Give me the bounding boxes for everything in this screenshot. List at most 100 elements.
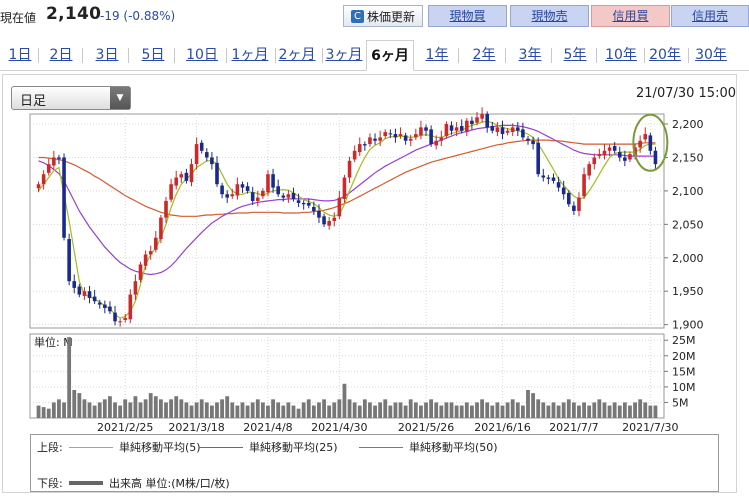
legend-ma25: 単純移動平均(25) [199, 439, 338, 455]
cash-sell-button[interactable]: 現物売 [510, 5, 589, 27]
candle-body [332, 217, 337, 221]
volume-bar [434, 402, 439, 418]
volume-bar [383, 399, 388, 418]
legend-ma5-label: 単純移動平均(5) [119, 441, 201, 454]
legend-ma5-swatch [69, 446, 113, 448]
candle-body [561, 187, 566, 195]
tab-8[interactable]: 6ヶ月 [366, 40, 414, 71]
volume-bar [204, 402, 209, 418]
period-tabs: 1日 2日 3日 5日 10日 1ヶ月 2ヶ月 3ヶ月 6ヶ月 1年 2年 3年 5年 10年 20年 30年 [0, 40, 749, 71]
tab-9[interactable]: 1年 [425, 47, 449, 63]
candle-body [118, 321, 122, 323]
candle-body [449, 125, 454, 131]
tab-separator [226, 48, 227, 63]
volume-bar [413, 402, 418, 418]
price-tick-label: 2,050 [672, 218, 704, 231]
tab-7[interactable]: 3ヶ月 [325, 47, 363, 63]
tab-15[interactable]: 30年 [695, 47, 727, 63]
tab-11[interactable]: 3年 [518, 47, 542, 63]
volume-bar [592, 402, 597, 418]
dropdown-arrow-icon[interactable]: ▼ [110, 87, 130, 109]
volume-bar [87, 402, 92, 418]
legend-lower-label: 下段: [37, 477, 63, 490]
volume-bar [337, 399, 342, 418]
volume-bar [113, 402, 117, 418]
candle-body [515, 127, 520, 131]
tab-14[interactable]: 20年 [649, 47, 681, 63]
tab-13[interactable]: 10年 [605, 47, 637, 63]
volume-bar [347, 399, 352, 418]
volume-bar [36, 405, 41, 418]
tab-6[interactable]: 2ヶ月 [278, 47, 316, 63]
cash-buy-button[interactable]: 現物買 [428, 5, 507, 27]
volume-bar [587, 405, 592, 418]
candle-body [67, 239, 71, 282]
candle-body [510, 127, 515, 133]
candle-body [179, 174, 184, 178]
tab-separator [275, 48, 276, 63]
candle-body [475, 117, 479, 123]
volume-bar [612, 402, 617, 418]
candle-body [638, 140, 642, 148]
margin-buy-button[interactable]: 信用買 [591, 5, 670, 27]
tab-4[interactable]: 10日 [186, 47, 218, 63]
candle-body [368, 137, 372, 145]
price-tick-label: 2,150 [672, 151, 704, 164]
volume-bar [215, 402, 219, 418]
tab-10[interactable]: 2年 [472, 47, 496, 63]
candle-body [199, 142, 204, 151]
volume-bar [571, 402, 576, 418]
volume-bar [250, 402, 255, 418]
refresh-price-label: 株価更新 [366, 9, 415, 24]
volume-bar [189, 405, 194, 418]
volume-bar [199, 399, 204, 418]
candle-body [169, 184, 173, 200]
candle-body [414, 134, 418, 138]
candle-body [357, 144, 362, 153]
chart-frame [2, 74, 737, 493]
volume-bar [301, 402, 306, 418]
legend: 上段: 単純移動平均(5) 単純移動平均(25) 単純移動平均(50) 下段: … [30, 434, 719, 492]
candle-body [429, 129, 433, 145]
tab-12[interactable]: 5年 [563, 47, 587, 63]
tab-2[interactable]: 3日 [95, 47, 119, 63]
legend-ma50-label: 単純移動平均(50) [409, 441, 498, 454]
volume-bar [51, 402, 56, 418]
tab-separator [551, 48, 552, 63]
tab-3[interactable]: 5日 [141, 47, 165, 63]
tab-separator [174, 48, 175, 63]
current-price: 2,140 [46, 4, 102, 24]
candle-body [612, 146, 617, 151]
candle-body [194, 144, 199, 165]
candle-body [133, 281, 138, 295]
candle-body [317, 210, 321, 218]
candle-body [82, 291, 87, 296]
volume-bar [311, 405, 316, 418]
refresh-price-button[interactable]: C 株価更新 [343, 5, 423, 27]
candle-body [154, 237, 158, 250]
candle-body [138, 264, 143, 280]
margin-sell-button[interactable]: 信用売 [671, 5, 749, 27]
tab-1[interactable]: 2日 [49, 47, 73, 63]
tab-separator [38, 48, 39, 63]
volume-bar [209, 405, 214, 418]
legend-ma50-swatch [359, 446, 403, 448]
volume-bar [510, 399, 515, 418]
candle-body [210, 157, 214, 165]
legend-ma5: 単純移動平均(5) [69, 439, 201, 455]
candle-body [546, 177, 551, 179]
candle-body [480, 114, 484, 119]
candle-body [572, 205, 576, 211]
legend-volume-label: 出来高 単位:(M株/口/枚) [109, 477, 230, 490]
interval-select[interactable]: 日足 ▼ [11, 86, 131, 110]
candle-body [587, 164, 591, 176]
candle-body [347, 160, 352, 178]
volume-bar [419, 405, 423, 418]
volume-bar [638, 399, 643, 418]
volume-bar [240, 402, 245, 418]
tab-5[interactable]: 1ヶ月 [231, 47, 269, 63]
tab-0[interactable]: 1日 [8, 47, 32, 63]
volume-bar [260, 402, 265, 418]
volume-bar [556, 405, 561, 418]
